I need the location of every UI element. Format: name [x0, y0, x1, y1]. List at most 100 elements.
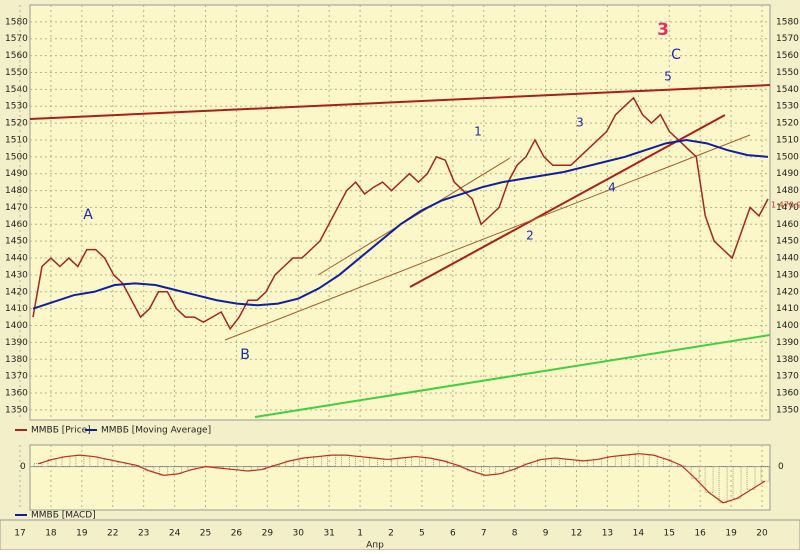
support-line: [254, 334, 771, 418]
y-tick-label: 1480: [776, 186, 799, 196]
y-tick-label: 1440: [776, 254, 799, 264]
y-tick-label: 1490: [5, 169, 28, 179]
x-tick-label: 22: [107, 529, 118, 539]
y-tick-label: 1540: [5, 85, 28, 95]
wave-label: 3: [657, 20, 669, 40]
y-tick-label: 1360: [5, 389, 28, 399]
y-tick-label: 1430: [776, 270, 799, 280]
trend-line: [224, 134, 751, 341]
y-tick-label: 1370: [5, 372, 28, 382]
x-tick-label: 2: [388, 529, 394, 539]
x-tick-label: 31: [323, 529, 334, 539]
wave-label: 2: [526, 229, 534, 243]
x-tick-label: 17: [14, 529, 25, 539]
wave-label: A: [83, 207, 93, 223]
y-tick-label: 1520: [776, 119, 799, 129]
macd-bar: [495, 466, 504, 475]
y-tick-label: 1510: [5, 135, 28, 145]
y-tick-label: 1380: [776, 355, 799, 365]
moving-average-line: [32, 138, 769, 310]
x-tick-label: 20: [756, 529, 768, 539]
y-tick-label: 1570: [776, 34, 799, 44]
y-tick-label: 1350: [5, 405, 28, 415]
y-tick-label: 1360: [776, 389, 799, 399]
y-tick-label: 1490: [776, 169, 799, 179]
y-tick-label: 1520: [5, 119, 28, 129]
y-tick-label: 1350: [776, 405, 799, 415]
y-tick-label: 1580: [5, 17, 28, 27]
y-tick-label: 1450: [776, 237, 799, 247]
x-tick-label: 15: [664, 529, 675, 539]
y-tick-label: 1500: [5, 152, 28, 162]
y-tick-label: 1470: [5, 203, 28, 213]
macd-bar: [732, 466, 742, 499]
x-tick-label: 23: [138, 529, 149, 539]
price-line: [32, 96, 769, 331]
x-tick-label: 8: [512, 529, 518, 539]
y-tick-label: 1570: [5, 34, 28, 44]
y-tick-label: 1430: [5, 270, 28, 280]
wave-label: 1: [474, 125, 482, 139]
trend-line: [409, 114, 726, 288]
y-tick-label: 1390: [5, 338, 28, 348]
x-tick-label: 19: [76, 529, 88, 539]
y-tick-label: 1560: [776, 51, 799, 61]
x-tick-label: 29: [262, 529, 274, 539]
y-tick-label: 1420: [776, 287, 799, 297]
x-tick-label: 5: [419, 529, 425, 539]
x-tick-label: 7: [481, 529, 487, 539]
y-tick-label: 1410: [5, 304, 28, 314]
y-tick-label: 1420: [5, 287, 28, 297]
y-tick-label: 1400: [776, 321, 799, 331]
y-tick-label: 1530: [776, 102, 799, 112]
month-label: Апр: [366, 541, 384, 551]
y-tick-label: 1510: [776, 135, 799, 145]
x-tick-label: 16: [694, 529, 706, 539]
wave-label: 4: [608, 181, 616, 195]
wave-label: C: [671, 47, 681, 63]
wave-label: 5: [664, 70, 672, 84]
macd-bar: [746, 466, 756, 491]
date-axis: [0, 519, 800, 551]
x-tick-label: 26: [231, 529, 243, 539]
y-tick-label: 1530: [5, 102, 28, 112]
x-tick-label: 12: [571, 529, 582, 539]
macd-bar: [173, 466, 183, 475]
y-tick-label: 1440: [5, 254, 28, 264]
x-tick-label: 6: [450, 529, 456, 539]
x-tick-label: 19: [725, 529, 737, 539]
x-tick-label: 25: [200, 529, 211, 539]
y-tick-label: 1560: [5, 51, 28, 61]
x-tick-label: 13: [602, 529, 613, 539]
y-tick-label: 1390: [776, 338, 799, 348]
resistance-line: [29, 84, 771, 120]
y-tick-label: 1580: [776, 17, 799, 27]
macd-line: [37, 453, 766, 504]
legend-label: ММВБ [MACD]: [31, 511, 96, 521]
legend-label: ММВБ [Moving Average]: [101, 426, 211, 436]
y-tick-label: 1480: [5, 186, 28, 196]
y-tick-label: 1500: [776, 152, 799, 162]
y-tick-label: 1540: [776, 85, 799, 95]
x-tick-label: 24: [169, 529, 181, 539]
last-price-label: 1 470,93: [771, 201, 800, 210]
y-tick-label: 1550: [776, 68, 799, 78]
y-tick-label: 1450: [5, 237, 28, 247]
y-tick-label: 1460: [776, 220, 799, 230]
y-tick-label: 1380: [5, 355, 28, 365]
macd-tick-label: 0: [778, 462, 784, 472]
x-tick-label: 9: [543, 529, 549, 539]
y-tick-label: 1460: [5, 220, 28, 230]
legend-label: ММВБ [Price]: [31, 426, 91, 436]
macd-bar: [690, 466, 700, 479]
wave-label: B: [240, 347, 250, 363]
y-tick-label: 1410: [776, 304, 799, 314]
macd-tick-label: 0: [20, 462, 26, 472]
price-panel: [29, 4, 771, 421]
y-tick-label: 1400: [5, 321, 28, 331]
x-tick-label: 1: [357, 529, 363, 539]
y-tick-label: 1470: [776, 203, 799, 213]
x-tick-label: 18: [45, 529, 57, 539]
x-tick-label: 14: [633, 529, 645, 539]
